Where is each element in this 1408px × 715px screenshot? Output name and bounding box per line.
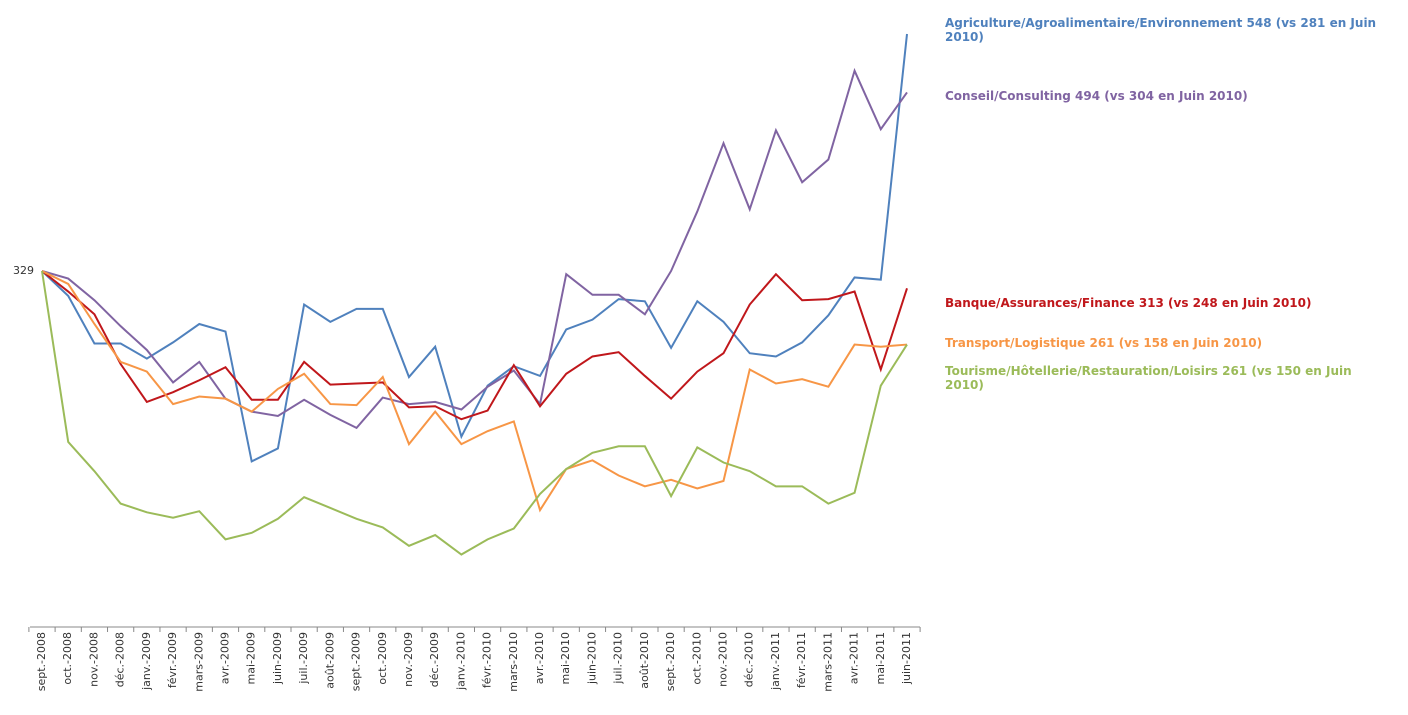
x-tick-label: mars-2009 [192,632,205,692]
series-line [41,270,908,556]
x-tick-label: déc.-2008 [114,632,127,687]
x-tick-label: janv.-2011 [769,632,782,691]
x-tick-label: juin-2010 [585,632,598,685]
x-tick-label: juin-2009 [271,632,284,685]
x-tick-label: juil.-2009 [297,632,310,685]
x-tick-label: sept.-2010 [664,632,677,691]
series-line [41,33,908,463]
x-tick-label: févr.-2010 [481,632,494,688]
x-tick-label: nov.-2008 [87,632,100,687]
x-tick-label: janv.-2010 [454,632,467,691]
x-tick-label: sept.-2009 [350,632,363,691]
x-tick-label: mai-2011 [874,632,887,684]
x-tick-label: oct.-2008 [61,632,74,685]
x-tick-label: mai-2009 [245,632,258,684]
x-tick-label: juin-2011 [900,632,913,685]
series-label: Banque/Assurances/Finance 313 (vs 248 en… [945,296,1312,310]
x-tick-label: oct.-2010 [690,632,703,685]
x-tick-label: nov.-2009 [402,632,415,687]
series-line [41,270,908,513]
series-line [41,270,908,421]
x-tick-label: oct.-2009 [376,632,389,685]
series-label: Transport/Logistique 261 (vs 158 en Juin… [945,336,1263,350]
y-tick-label: 329 [13,264,34,277]
x-tick-label: févr.-2009 [166,632,179,688]
series-label: Agriculture/Agroalimentaire/Environnemen… [945,16,1377,44]
series-label: Conseil/Consulting 494 (vs 304 en Juin 2… [945,89,1248,103]
series-line [41,67,908,430]
x-tick-label: juil.-2010 [612,632,625,685]
series-label: Tourisme/Hôtellerie/Restauration/Loisirs… [945,364,1352,392]
x-tick-label: avr.-2011 [848,632,861,684]
x-tick-label: sept.-2008 [35,632,48,691]
x-tick-label: avr.-2010 [533,632,546,684]
x-tick-label: déc.-2009 [428,632,441,687]
x-tick-label: janv.-2009 [140,632,153,691]
x-tick-label: mai-2010 [559,632,572,684]
x-tick-label: août-2010 [638,632,651,689]
x-tick-label: mars-2011 [821,632,834,692]
x-tick-label: nov.-2010 [717,632,730,687]
x-tick-label: mars-2010 [507,632,520,692]
x-tick-label: août-2009 [323,632,336,689]
x-tick-label: déc.-2010 [743,632,756,687]
x-tick-label: avr.-2009 [218,632,231,684]
x-tick-label: févr.-2011 [795,632,808,688]
